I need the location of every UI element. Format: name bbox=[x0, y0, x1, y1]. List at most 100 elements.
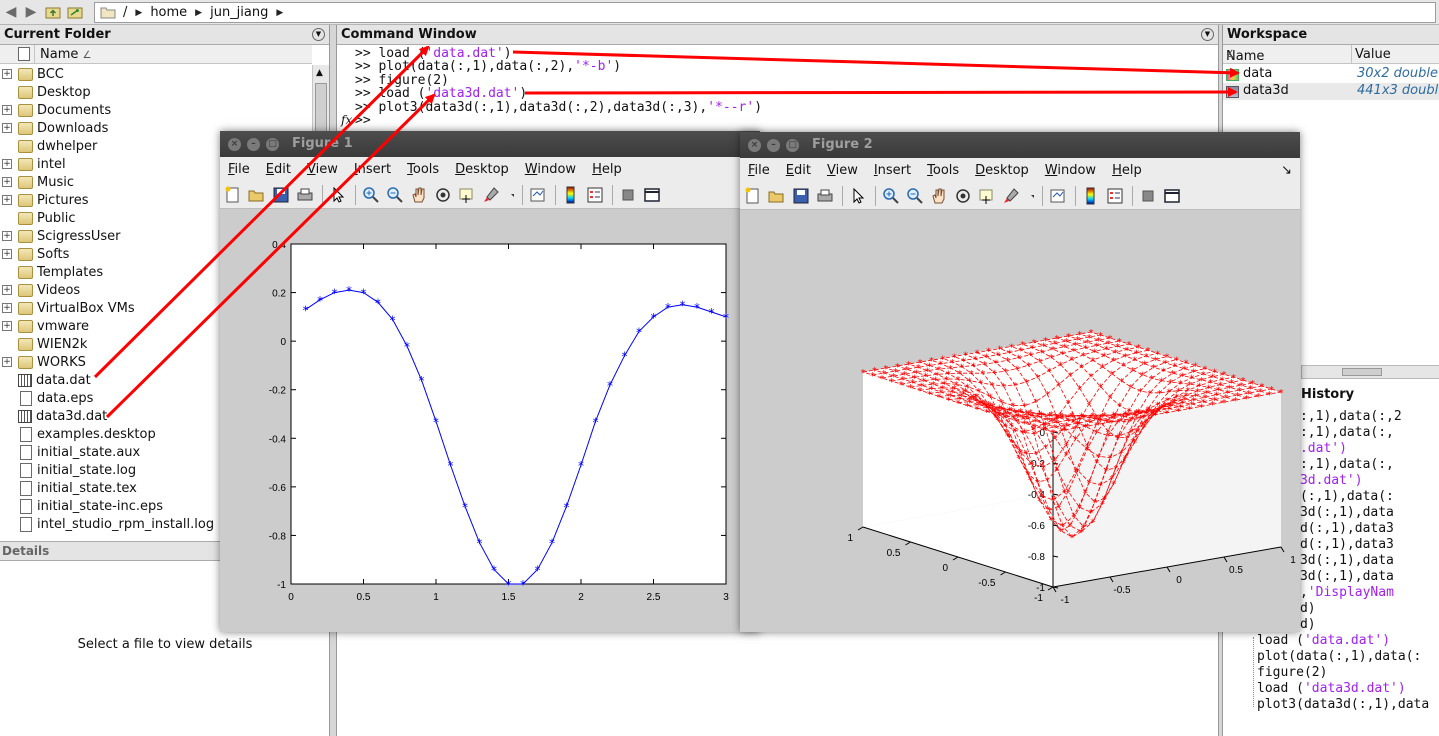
menu-window[interactable]: Window bbox=[1044, 162, 1097, 178]
menu-file[interactable]: File bbox=[228, 161, 250, 177]
menu-view[interactable]: View bbox=[306, 161, 338, 177]
save-icon[interactable] bbox=[272, 186, 290, 204]
file-list-item[interactable]: + Softs bbox=[0, 245, 312, 263]
print-icon[interactable] bbox=[296, 186, 314, 204]
link-plot-icon[interactable] bbox=[529, 186, 547, 204]
zoom-out-icon[interactable] bbox=[906, 187, 924, 205]
file-list-item[interactable]: initial_state.log bbox=[0, 461, 312, 479]
select-arrow-icon[interactable] bbox=[849, 187, 867, 205]
history-line[interactable]: plot(data(:,1),data(: bbox=[1257, 649, 1429, 665]
rotate-3d-icon[interactable] bbox=[434, 186, 452, 204]
workspace-variable-data[interactable]: data 30x2 double bbox=[1223, 66, 1439, 83]
file-list-item[interactable]: Desktop bbox=[0, 83, 312, 101]
file-list-item[interactable]: Public bbox=[0, 209, 312, 227]
legend-icon[interactable] bbox=[1106, 187, 1124, 205]
expand-icon[interactable]: + bbox=[2, 195, 12, 205]
crumb-root[interactable]: / bbox=[123, 5, 128, 20]
brush-icon[interactable] bbox=[1002, 187, 1020, 205]
crumb-user[interactable]: jun_jiang bbox=[210, 5, 269, 20]
file-list-item[interactable]: + intel bbox=[0, 155, 312, 173]
file-list-item[interactable]: Templates bbox=[0, 263, 312, 281]
dropdown-arrow-icon[interactable] bbox=[1026, 187, 1034, 205]
zoom-in-icon[interactable] bbox=[882, 187, 900, 205]
name-column-header[interactable]: Name ∠ bbox=[0, 45, 312, 64]
menu-insert[interactable]: Insert bbox=[353, 161, 392, 177]
axes-box[interactable] bbox=[290, 243, 727, 585]
panel-actions-icon[interactable]: ▼ bbox=[1201, 28, 1214, 41]
crumb-home[interactable]: home bbox=[150, 5, 188, 20]
panel-actions-icon[interactable]: ▼ bbox=[312, 28, 325, 41]
open-file-icon[interactable] bbox=[248, 186, 266, 204]
zoom-out-icon[interactable] bbox=[386, 186, 404, 204]
menu-tools[interactable]: Tools bbox=[407, 161, 440, 177]
expand-icon[interactable]: + bbox=[2, 357, 12, 367]
scroll-up-icon[interactable]: ▲ bbox=[316, 68, 323, 78]
figure-2-canvas[interactable]: 0 -0.2 -0.4 -0.6 -0.8 -1 -1 -0.5 0 0.5 1 1 0.5 0 -0.5-… bbox=[740, 211, 1300, 632]
crumb-arrow-icon[interactable]: ▶ bbox=[195, 7, 203, 18]
workspace-hscrollbar[interactable] bbox=[1301, 365, 1439, 379]
dropdown-arrow-icon[interactable] bbox=[506, 186, 514, 204]
menu-tools[interactable]: Tools bbox=[927, 162, 960, 178]
figure-1-canvas[interactable]: 0 0.5 1 1.5 2 2.5 3 0.4 0.2 0 -0.2 -0.4 -0.6 -0.8 -1 * *… bbox=[220, 210, 760, 632]
menu-help[interactable]: Help bbox=[592, 161, 622, 177]
file-list-item[interactable]: + Downloads bbox=[0, 119, 312, 137]
menu-insert[interactable]: Insert bbox=[873, 162, 912, 178]
menu-edit[interactable]: Edit bbox=[785, 162, 811, 178]
menu-edit[interactable]: Edit bbox=[265, 161, 291, 177]
file-list-item[interactable]: WIEN2k bbox=[0, 335, 312, 353]
figure-1-titlebar[interactable]: × – □ Figure 1 bbox=[220, 131, 760, 157]
show-plot-tools-icon[interactable] bbox=[1163, 187, 1181, 205]
minimize-icon[interactable]: – bbox=[247, 138, 260, 151]
expand-icon[interactable]: + bbox=[2, 285, 12, 295]
data-cursor-icon[interactable] bbox=[978, 187, 996, 205]
figure-2-titlebar[interactable]: × – □ Figure 2 bbox=[740, 132, 1300, 158]
save-icon[interactable] bbox=[792, 187, 810, 205]
forward-arrow-icon[interactable]: ▶ bbox=[25, 4, 37, 20]
file-list-item[interactable]: initial_state.tex bbox=[0, 479, 312, 497]
file-list-item[interactable]: + vmware bbox=[0, 317, 312, 335]
expand-icon[interactable]: + bbox=[2, 159, 12, 169]
file-list-item[interactable]: + Documents bbox=[0, 101, 312, 119]
path-field[interactable]: / ▶ home ▶ jun_jiang ▶ bbox=[94, 2, 1436, 23]
file-list-item[interactable]: initial_state.aux bbox=[0, 443, 312, 461]
history-line[interactable]: figure(2) bbox=[1257, 665, 1429, 681]
history-line[interactable]: load ('data3d.dat') bbox=[1257, 681, 1429, 697]
colorbar-icon[interactable] bbox=[562, 186, 580, 204]
data-cursor-icon[interactable] bbox=[458, 186, 476, 204]
file-list-item[interactable]: + BCC bbox=[0, 65, 312, 83]
legend-icon[interactable] bbox=[586, 186, 604, 204]
workspace-variable-data3d[interactable]: data3d 441x3 double bbox=[1223, 83, 1439, 100]
file-list-item[interactable]: initial_state-inc.eps bbox=[0, 497, 312, 515]
file-list-item[interactable]: dwhelper bbox=[0, 137, 312, 155]
expand-icon[interactable]: + bbox=[2, 303, 12, 313]
function-browser-icon[interactable]: fx bbox=[341, 113, 353, 127]
history-line[interactable]: load ('data.dat') bbox=[1257, 633, 1429, 649]
close-icon[interactable]: × bbox=[748, 139, 761, 152]
figure-1-plot[interactable]: 0 0.5 1 1.5 2 2.5 3 0.4 0.2 0 -0.2 -0.4 -0.6 -0.8 -1 * *… bbox=[220, 210, 760, 632]
maximize-icon[interactable]: □ bbox=[266, 138, 279, 151]
pan-hand-icon[interactable] bbox=[410, 186, 428, 204]
menu-help[interactable]: Help bbox=[1112, 162, 1142, 178]
colorbar-icon[interactable] bbox=[1082, 187, 1100, 205]
expand-icon[interactable]: + bbox=[2, 105, 12, 115]
browse-folder-icon[interactable] bbox=[66, 3, 84, 21]
select-arrow-icon[interactable] bbox=[329, 186, 347, 204]
show-plot-tools-icon[interactable] bbox=[643, 186, 661, 204]
expand-icon[interactable]: + bbox=[2, 249, 12, 259]
file-list-item[interactable]: data.dat bbox=[0, 371, 312, 389]
hide-plot-tools-icon[interactable] bbox=[619, 186, 637, 204]
open-file-icon[interactable] bbox=[768, 187, 786, 205]
expand-icon[interactable]: + bbox=[2, 123, 12, 133]
menu-file[interactable]: File bbox=[748, 162, 770, 178]
print-icon[interactable] bbox=[816, 187, 834, 205]
menu-desktop[interactable]: Desktop bbox=[455, 161, 509, 177]
minimize-icon[interactable]: – bbox=[767, 139, 780, 152]
file-list-item[interactable]: data.eps bbox=[0, 389, 312, 407]
file-list-item[interactable]: + WORKS bbox=[0, 353, 312, 371]
command-output[interactable]: >> load ('data.dat') >> plot(data(:,1),da… bbox=[355, 47, 762, 127]
dock-icon[interactable]: ↘ bbox=[1281, 162, 1292, 178]
hide-plot-tools-icon[interactable] bbox=[1139, 187, 1157, 205]
expand-icon[interactable]: + bbox=[2, 321, 12, 331]
back-arrow-icon[interactable]: ◀ bbox=[5, 4, 17, 20]
brush-icon[interactable] bbox=[482, 186, 500, 204]
